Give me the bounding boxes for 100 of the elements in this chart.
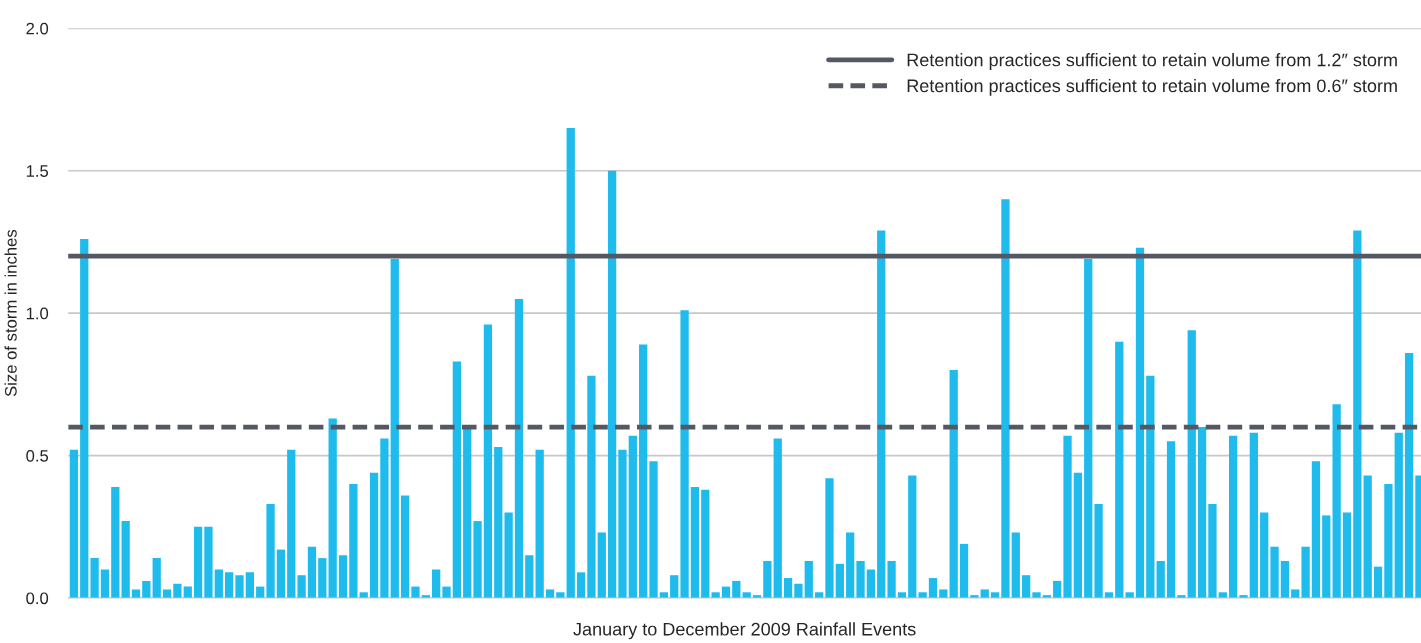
- bar: [711, 592, 720, 598]
- bar: [142, 580, 151, 598]
- bar: [1363, 475, 1372, 598]
- bar: [494, 447, 503, 598]
- bar: [980, 589, 989, 598]
- bar: [866, 569, 876, 598]
- bar: [1166, 441, 1176, 598]
- bar: [576, 572, 586, 598]
- bar: [525, 555, 534, 598]
- bar: [1125, 592, 1134, 598]
- bar: [1063, 435, 1072, 598]
- bar: [90, 558, 99, 598]
- y-tick-label: 0.0: [26, 592, 49, 605]
- bar: [680, 310, 689, 598]
- bar: [411, 586, 420, 598]
- bar: [628, 435, 637, 598]
- bar: [690, 486, 700, 598]
- bar: [856, 560, 865, 598]
- bar: [432, 569, 441, 598]
- bar: [1280, 560, 1290, 598]
- bar: [732, 580, 741, 598]
- bar: [877, 230, 886, 598]
- bar: [504, 512, 513, 598]
- bar: [390, 259, 399, 598]
- bar: [1021, 575, 1031, 598]
- bar: [80, 239, 89, 598]
- bar: [587, 375, 596, 598]
- bar: [1249, 432, 1258, 598]
- bar: [1270, 546, 1279, 598]
- bar: [152, 558, 161, 598]
- legend-label: Retention practices sufficient to retain volume from 1.2″ storm: [907, 53, 1397, 70]
- bar: [1342, 512, 1352, 598]
- bar: [763, 560, 772, 598]
- bar: [514, 298, 524, 598]
- bar: [701, 489, 710, 598]
- bar: [121, 521, 130, 598]
- bar: [1332, 404, 1341, 598]
- bar: [607, 170, 617, 598]
- bar: [783, 578, 793, 598]
- bar: [1260, 512, 1269, 598]
- bar: [162, 589, 172, 598]
- bar: [318, 558, 327, 598]
- bar: [328, 418, 337, 598]
- bar: [1084, 259, 1093, 598]
- bar: [452, 361, 461, 598]
- bar: [214, 569, 223, 598]
- bar: [69, 449, 79, 598]
- bar: [131, 589, 141, 598]
- bar: [1208, 503, 1217, 598]
- bar: [670, 575, 679, 598]
- bar: [773, 438, 782, 598]
- bar: [235, 575, 244, 598]
- x-axis-title: January to December 2009 Rainfall Events: [573, 622, 916, 640]
- bar: [639, 344, 648, 598]
- bar: [1073, 472, 1083, 598]
- bar: [649, 461, 658, 598]
- y-axis-title: Size of storm in inches: [4, 229, 17, 397]
- bar: [287, 449, 296, 598]
- bar: [349, 484, 358, 598]
- bar: [297, 575, 306, 598]
- bar: [908, 475, 917, 598]
- bar: [1001, 199, 1010, 598]
- bar: [173, 583, 182, 598]
- bar: [1373, 566, 1383, 598]
- bar: [400, 495, 410, 598]
- bar: [266, 503, 275, 598]
- bar: [463, 427, 472, 598]
- bar: [1115, 341, 1124, 598]
- bar: [1053, 580, 1062, 598]
- bar: [835, 563, 844, 598]
- bar: [1404, 353, 1414, 598]
- bar: [566, 127, 575, 598]
- bar: [1032, 592, 1041, 598]
- bar: [949, 370, 958, 598]
- bar: [338, 555, 348, 598]
- legend-label: Retention practices sufficient to retain volume from 0.6″ storm: [907, 78, 1397, 96]
- bar: [100, 569, 110, 598]
- bar: [959, 543, 969, 598]
- bar: [918, 592, 927, 598]
- y-tick-label: 1.5: [26, 165, 49, 177]
- bar: [1322, 515, 1331, 598]
- y-tick-label: 0.5: [26, 449, 49, 462]
- bar: [193, 526, 203, 598]
- bar: [1291, 589, 1300, 598]
- bar: [1301, 546, 1310, 598]
- bar: [928, 578, 938, 598]
- bar: [276, 549, 286, 598]
- bar: [1197, 427, 1207, 598]
- bar: [545, 589, 555, 598]
- bar: [556, 592, 565, 598]
- bar: [887, 560, 896, 598]
- bar: [1156, 560, 1165, 598]
- bar: [245, 572, 254, 598]
- bar: [794, 583, 803, 598]
- bar: [111, 486, 120, 598]
- bar: [1353, 230, 1362, 598]
- bar: [597, 532, 606, 598]
- bar: [442, 586, 451, 598]
- bar: [1146, 375, 1155, 598]
- bar: [1229, 435, 1238, 598]
